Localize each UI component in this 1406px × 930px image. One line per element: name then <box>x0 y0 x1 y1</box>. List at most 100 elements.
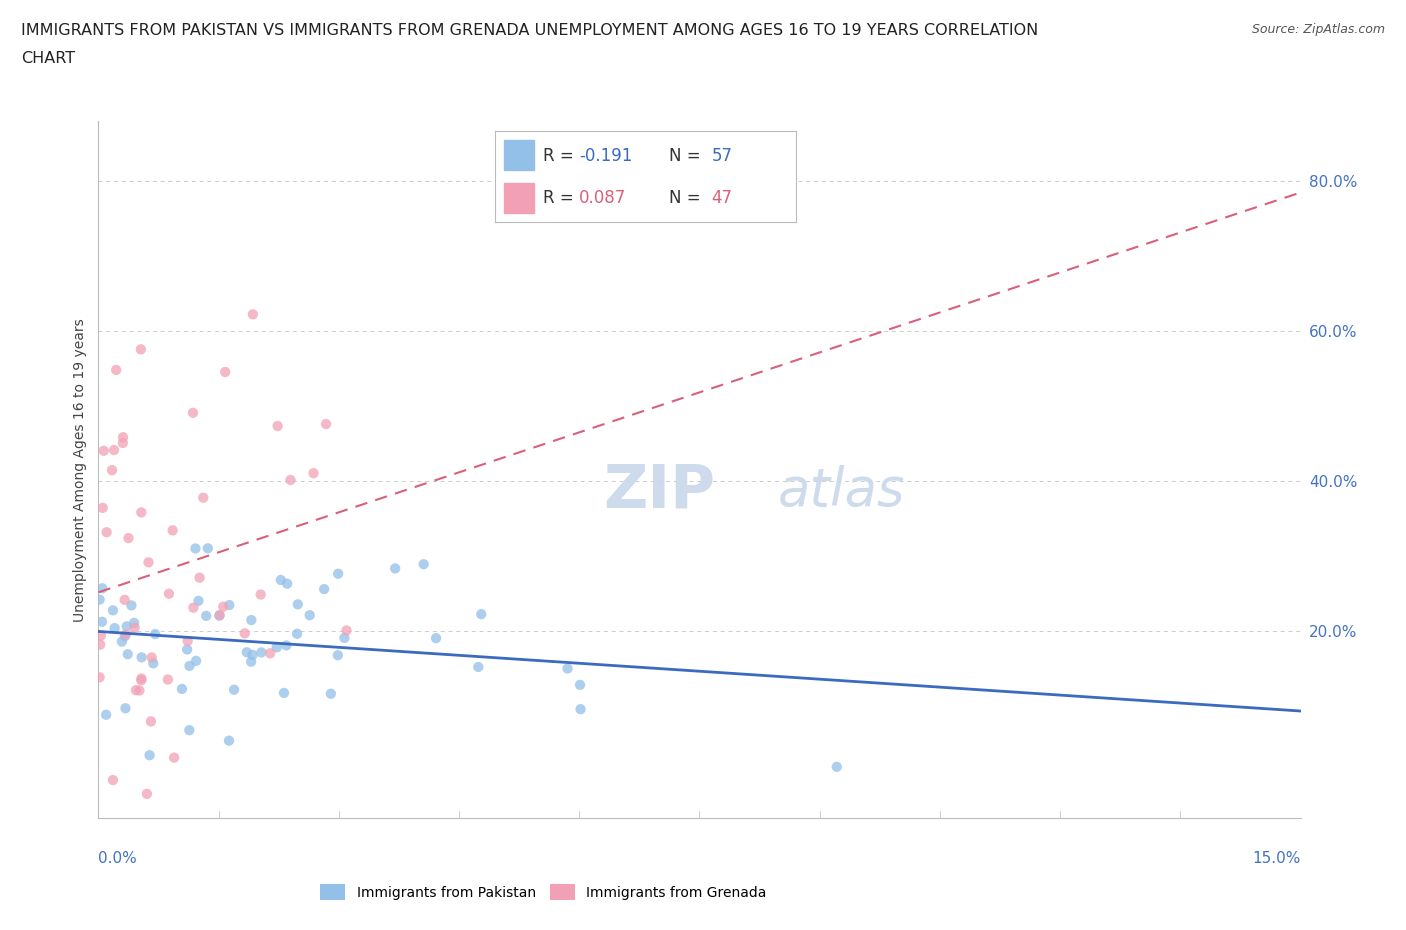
Point <box>117 646 139 661</box>
Point <box>285 626 308 641</box>
Point <box>101 463 124 478</box>
Text: IMMIGRANTS FROM PAKISTAN VS IMMIGRANTS FROM GRENADA UNEMPLOYMENT AMONG AGES 16 T: IMMIGRANTS FROM PAKISTAN VS IMMIGRANTS F… <box>21 23 1039 38</box>
Point <box>218 733 240 748</box>
Point <box>315 417 337 432</box>
Point <box>111 634 134 649</box>
Point <box>139 714 162 729</box>
Point <box>302 466 325 481</box>
Point <box>187 593 209 608</box>
Point <box>91 500 114 515</box>
Point <box>208 608 231 623</box>
Point <box>94 708 117 723</box>
Point <box>176 642 198 657</box>
Point <box>179 658 201 673</box>
Point <box>333 631 356 645</box>
Point <box>218 598 240 613</box>
Point <box>412 557 434 572</box>
Point <box>249 587 271 602</box>
Point <box>103 443 125 458</box>
Point <box>569 702 592 717</box>
Point <box>195 608 218 623</box>
Point <box>242 647 264 662</box>
Text: Source: ZipAtlas.com: Source: ZipAtlas.com <box>1251 23 1385 36</box>
Text: CHART: CHART <box>21 51 75 66</box>
Point <box>259 645 281 660</box>
Point <box>425 631 447 645</box>
Point <box>193 490 215 505</box>
Point <box>240 613 263 628</box>
Point <box>89 637 111 652</box>
Point <box>335 623 357 638</box>
Text: 15.0%: 15.0% <box>1253 851 1301 866</box>
Point <box>115 618 138 633</box>
Point <box>138 555 160 570</box>
Point <box>125 683 148 698</box>
Point <box>114 592 136 607</box>
Point <box>266 418 288 433</box>
Point <box>112 430 135 445</box>
Point <box>93 444 115 458</box>
Point <box>208 607 231 622</box>
Point <box>270 573 292 588</box>
Point <box>114 701 136 716</box>
Point <box>105 363 128 378</box>
Point <box>157 586 180 601</box>
Point <box>557 661 579 676</box>
Point <box>276 638 298 653</box>
Point <box>170 682 193 697</box>
Point <box>138 748 160 763</box>
Point <box>319 686 342 701</box>
Point <box>242 307 264 322</box>
Point <box>96 525 118 539</box>
Point <box>115 627 138 642</box>
Point <box>129 672 152 687</box>
Point <box>111 435 134 450</box>
Legend: Immigrants from Pakistan, Immigrants from Grenada: Immigrants from Pakistan, Immigrants fro… <box>315 879 772 906</box>
Point <box>184 654 207 669</box>
Point <box>135 787 157 802</box>
Point <box>240 654 263 669</box>
Point <box>142 656 165 671</box>
Point <box>163 751 186 765</box>
Point <box>384 561 406 576</box>
Point <box>214 365 236 379</box>
Point <box>825 760 848 775</box>
Text: ZIP: ZIP <box>603 461 716 520</box>
Point <box>104 620 127 635</box>
Point <box>276 577 298 591</box>
Point <box>89 670 111 684</box>
Text: atlas: atlas <box>778 465 905 516</box>
Point <box>91 581 114 596</box>
Point <box>131 671 153 686</box>
Point <box>117 531 139 546</box>
Point <box>120 598 142 613</box>
Point <box>184 541 207 556</box>
Point <box>222 683 245 698</box>
Point <box>326 648 349 663</box>
Point <box>273 685 295 700</box>
Point <box>250 645 273 660</box>
Point <box>162 523 184 538</box>
Point <box>114 629 136 644</box>
Point <box>90 628 112 643</box>
Point <box>89 592 111 607</box>
Point <box>236 644 259 659</box>
Point <box>467 659 489 674</box>
Point <box>122 616 145 631</box>
Point <box>129 342 152 357</box>
Point <box>287 597 309 612</box>
Point <box>470 606 492 621</box>
Point <box>129 505 152 520</box>
Text: 0.0%: 0.0% <box>98 851 138 866</box>
Point <box>128 683 150 698</box>
Point <box>179 723 201 737</box>
Point <box>124 620 146 635</box>
Point <box>131 650 153 665</box>
Point <box>101 603 124 618</box>
Point <box>266 640 288 655</box>
Point <box>183 600 205 615</box>
Point <box>101 773 124 788</box>
Point <box>233 626 256 641</box>
Point <box>156 672 179 687</box>
Point <box>181 405 204 420</box>
